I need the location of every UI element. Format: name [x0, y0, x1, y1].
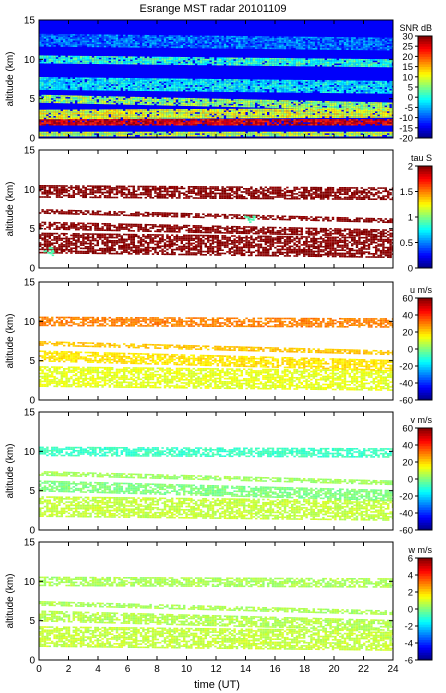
- figure-title: Esrange MST radar 20101109: [140, 3, 287, 15]
- colorbar-tick-label: 60: [402, 294, 413, 305]
- colorbar-tick-label: 60: [402, 424, 413, 435]
- y-tick-label: 5: [29, 94, 35, 105]
- colorbar: [417, 35, 433, 139]
- y-tick-label: 5: [29, 356, 35, 367]
- colorbar-tick-label: -4: [405, 639, 413, 650]
- x-tick-label: 16: [269, 664, 281, 675]
- colorbar-tick-label: 20: [402, 52, 413, 63]
- y-axis-label: altitude (km): [5, 313, 16, 368]
- colorbar-tick-label: 30: [402, 32, 413, 43]
- y-axis-label: altitude (km): [5, 51, 16, 106]
- colorbar-tick-label: 1: [408, 213, 413, 224]
- heatmap-cells: [39, 576, 393, 651]
- x-tick-label: 2: [66, 664, 72, 675]
- heatmap-cells: [39, 446, 393, 521]
- colorbar-tick-label: -15: [399, 123, 413, 134]
- heatmap-cells: [39, 185, 393, 259]
- colorbar-tick-label: 4: [408, 571, 413, 582]
- colorbar-label: u m/s: [410, 285, 433, 295]
- x-tick-label: 12: [210, 664, 222, 675]
- y-tick-label: 15: [24, 408, 36, 419]
- colorbar-tick-label: -20: [399, 134, 413, 145]
- colorbar-tick-label: 6: [408, 554, 413, 565]
- panel-2: 0 5 10 15 altitude (km) tau S 0 0.5 1 1.5 2: [5, 146, 433, 275]
- panel-3: 0 5 10 15 altitude (km) u m/s -60 -40 -20 0 20 40 60: [5, 278, 433, 407]
- colorbar-tick-label: 0: [408, 605, 413, 616]
- colorbar-label: tau S: [411, 153, 432, 163]
- y-tick-label: 15: [24, 278, 36, 289]
- x-tick-label: 18: [299, 664, 311, 675]
- colorbar-tick-label: -40: [399, 379, 413, 390]
- x-axis-label: time (UT): [194, 679, 240, 691]
- colorbar-tick-label: 0: [408, 475, 413, 486]
- x-tick-label: 24: [387, 664, 399, 675]
- y-tick-label: 0: [29, 656, 35, 667]
- y-tick-label: 0: [29, 134, 35, 145]
- y-tick-label: 15: [24, 16, 36, 27]
- y-tick-label: 10: [24, 55, 36, 66]
- colorbar-tick-label: 1.5: [400, 187, 413, 198]
- x-tick-label: 0: [36, 664, 42, 675]
- y-tick-label: 15: [24, 146, 36, 157]
- y-tick-label: 5: [29, 616, 35, 627]
- colorbar-tick-label: 0: [408, 345, 413, 356]
- y-tick-label: 0: [29, 396, 35, 407]
- colorbar-tick-label: -6: [405, 656, 413, 667]
- colorbar-tick-label: -20: [399, 362, 413, 373]
- y-axis-label: altitude (km): [5, 443, 16, 498]
- x-tick-label: 6: [125, 664, 131, 675]
- colorbar-tick-label: -20: [399, 492, 413, 503]
- y-tick-label: 10: [24, 317, 36, 328]
- colorbar-tick-label: 20: [402, 328, 413, 339]
- colorbar-tick-label: 40: [402, 441, 413, 452]
- x-tick-label: 8: [154, 664, 160, 675]
- colorbar-tick-label: 5: [408, 83, 413, 94]
- x-tick-label: 22: [358, 664, 370, 675]
- colorbar-tick-label: 15: [402, 62, 413, 73]
- x-tick-label: 20: [328, 664, 340, 675]
- colorbar-label: w m/s: [408, 545, 433, 555]
- colorbar-tick-label: -60: [399, 526, 413, 537]
- heatmap-cells: [39, 316, 393, 391]
- x-tick-label: 14: [240, 664, 252, 675]
- y-tick-label: 10: [24, 185, 36, 196]
- colorbar-tick-label: 10: [402, 72, 413, 83]
- colorbar: [417, 427, 433, 531]
- colorbar: [417, 557, 433, 661]
- y-tick-label: 10: [24, 447, 36, 458]
- y-tick-label: 0: [29, 526, 35, 537]
- colorbar: [417, 165, 433, 269]
- y-tick-label: 10: [24, 577, 36, 588]
- y-tick-label: 15: [24, 538, 36, 549]
- heatmap-cells: [39, 20, 393, 138]
- colorbar-tick-label: 2: [408, 162, 413, 173]
- colorbar-tick-label: 25: [402, 42, 413, 53]
- colorbar-tick-label: 0: [408, 93, 413, 104]
- colorbar-tick-label: 40: [402, 311, 413, 322]
- colorbar-tick-label: 20: [402, 458, 413, 469]
- colorbar-tick-label: -60: [399, 396, 413, 407]
- y-tick-label: 0: [29, 264, 35, 275]
- colorbar-label: SNR dB: [399, 23, 432, 33]
- y-axis-label: altitude (km): [5, 573, 16, 628]
- colorbar-tick-label: -10: [399, 113, 413, 124]
- colorbar-tick-label: 0: [408, 264, 413, 275]
- y-tick-label: 5: [29, 224, 35, 235]
- y-tick-label: 5: [29, 486, 35, 497]
- colorbar-tick-label: -5: [405, 103, 413, 114]
- colorbar-tick-label: -40: [399, 509, 413, 520]
- colorbar-tick-label: -2: [405, 622, 413, 633]
- x-tick-label: 10: [181, 664, 193, 675]
- colorbar-label: v m/s: [411, 415, 433, 425]
- y-axis-label: altitude (km): [5, 181, 16, 236]
- colorbar: [417, 297, 433, 401]
- panel-4: 0 5 10 15 altitude (km) v m/s -60 -40 -20 0 20 40 60: [5, 408, 433, 537]
- x-tick-label: 4: [95, 664, 101, 675]
- colorbar-tick-label: 0.5: [400, 238, 413, 249]
- colorbar-tick-label: 2: [408, 588, 413, 599]
